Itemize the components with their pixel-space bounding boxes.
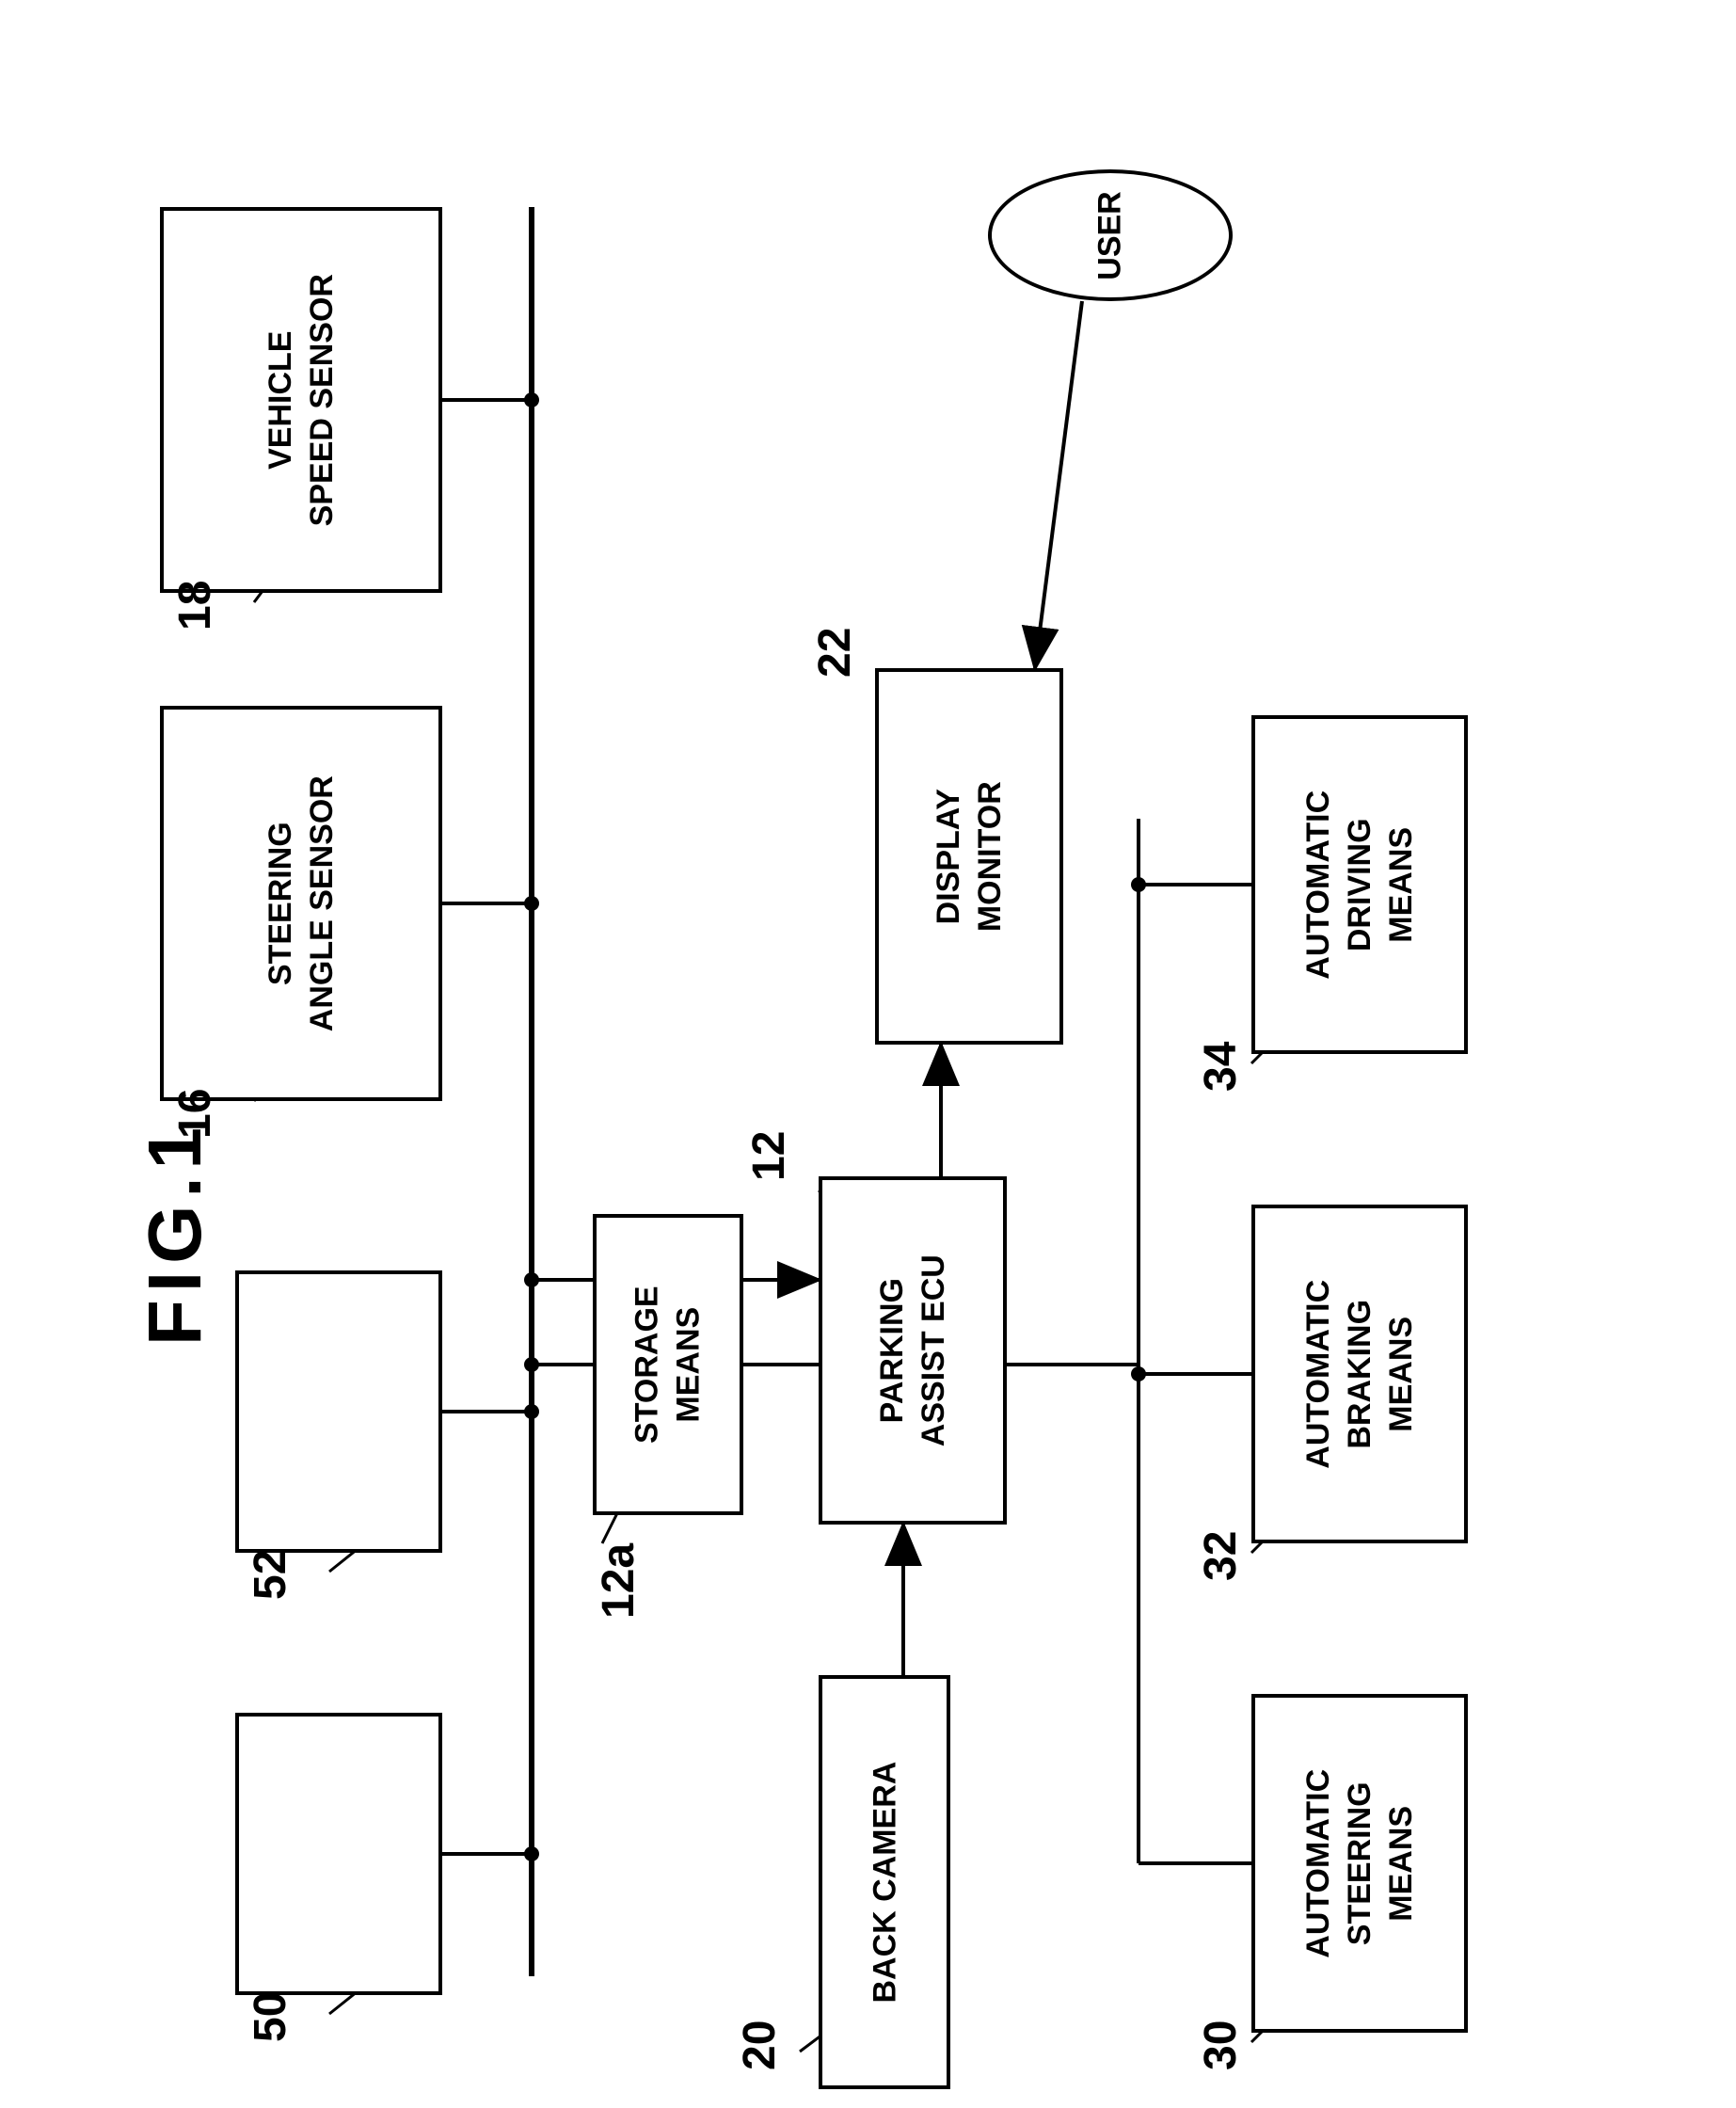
node-20-back-camera: BACK CAMERA <box>819 1675 950 2089</box>
node-12a-label: STORAGE MEANS <box>627 1286 709 1444</box>
node-30-automatic-steering-means: AUTOMATIC STEERING MEANS <box>1251 1694 1468 2033</box>
node-34-label: AUTOMATIC DRIVING MEANS <box>1298 790 1423 980</box>
node-30-id: 30 <box>1195 2020 1247 2070</box>
node-32-id: 32 <box>1195 1531 1247 1581</box>
node-16-label: STEERING ANGLE SENSOR <box>260 775 342 1031</box>
node-34-automatic-driving-means: AUTOMATIC DRIVING MEANS <box>1251 715 1468 1054</box>
figure-title-text: FIG.1 <box>133 1120 216 1346</box>
node-16-steering-angle-sensor: STEERING ANGLE SENSOR <box>160 706 442 1101</box>
node-18-vehicle-speed-sensor: VEHICLE SPEED SENSOR <box>160 207 442 593</box>
node-22-id: 22 <box>809 628 861 678</box>
node-22-label: DISPLAY MONITOR <box>928 781 1011 932</box>
node-12-label: PARKING ASSIST ECU <box>871 1254 954 1446</box>
node-20-label: BACK CAMERA <box>864 1762 905 2004</box>
node-18-id: 18 <box>169 581 221 631</box>
node-user-label: USER <box>1092 191 1129 279</box>
node-12a-id: 12a <box>593 1543 645 1619</box>
figure-title: FIG.1 <box>132 1120 218 1346</box>
node-32-label: AUTOMATIC BRAKING MEANS <box>1298 1280 1423 1469</box>
node-52-id: 52 <box>245 1550 296 1600</box>
node-34-id: 34 <box>1195 1042 1247 1092</box>
node-12-id: 12 <box>743 1131 795 1181</box>
node-20-id: 20 <box>734 2020 786 2070</box>
node-user: USER <box>988 169 1233 301</box>
node-32-automatic-braking-means: AUTOMATIC BRAKING MEANS <box>1251 1205 1468 1543</box>
diagram-canvas: FIG.1 50 52 STEERING ANGLE SENSOR 16 VEH… <box>0 0 1736 2108</box>
node-18-label: VEHICLE SPEED SENSOR <box>260 274 342 526</box>
node-30-label: AUTOMATIC STEERING MEANS <box>1298 1769 1423 1958</box>
node-12-parking-assist-ecu: PARKING ASSIST ECU <box>819 1176 1007 1525</box>
node-12a-storage-means: STORAGE MEANS <box>593 1214 743 1515</box>
node-16-id: 16 <box>169 1089 221 1139</box>
node-50-id: 50 <box>245 1992 296 2042</box>
node-52 <box>235 1270 442 1553</box>
node-50 <box>235 1713 442 1995</box>
node-22-display-monitor: DISPLAY MONITOR <box>875 668 1063 1045</box>
